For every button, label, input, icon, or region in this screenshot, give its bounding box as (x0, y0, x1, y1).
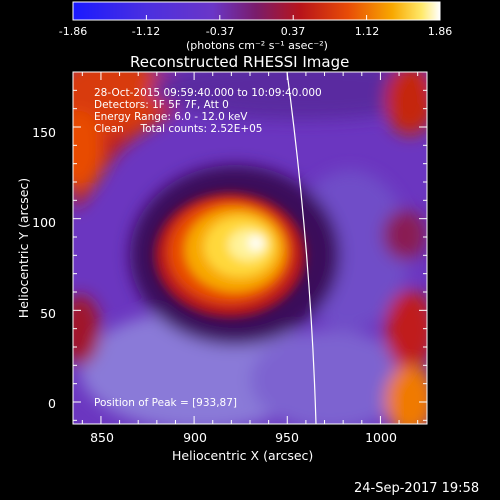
colorbar-tick-label: -1.86 (58, 25, 88, 38)
y-tick-label: 0 (48, 396, 56, 411)
plot-title: Reconstructed RHESSI Image (130, 53, 350, 71)
x-tick-label: 900 (183, 430, 207, 445)
y-axis-label: Heliocentric Y (arcsec) (15, 177, 31, 319)
info-energy-range: Energy Range: 6.0 - 12.0 keV (94, 111, 248, 123)
colorbar-tick-label: 0.37 (280, 25, 306, 38)
colorbar-unit-label: (photons cm⁻² s⁻¹ asec⁻²) (186, 39, 328, 52)
solar-limb (286, 72, 317, 424)
footer-timestamp: 24-Sep-2017 19:58 (354, 481, 480, 496)
colorbar-tick-label: -1.12 (131, 25, 161, 38)
axis-ticks (73, 72, 427, 424)
info-time-range: 28-Oct-2015 09:59:40.000 to 10:09:40.000 (94, 87, 322, 99)
rhessi-image (73, 72, 427, 424)
y-tick-label: 100 (32, 215, 56, 230)
colorbar (72, 1, 441, 21)
y-tick-label: 50 (40, 306, 56, 321)
peak-position-label: Position of Peak = [933,87] (94, 397, 238, 409)
y-tick-label: 150 (32, 125, 56, 140)
info-detectors: Detectors: 1F 5F 7F, Att 0 (94, 99, 229, 111)
colorbar-tick-label: -0.37 (205, 25, 235, 38)
x-tick-label: 1000 (365, 430, 397, 445)
info-clean-counts: Clean Total counts: 2.52E+05 (94, 123, 263, 135)
colorbar-tick-label: 1.12 (354, 25, 380, 38)
x-tick-label: 950 (275, 430, 299, 445)
colorbar-tick-label: 1.86 (427, 25, 453, 38)
x-tick-label: 850 (90, 430, 114, 445)
colorbar-ticks (72, 15, 441, 20)
x-axis-label: Heliocentric X (arcsec) (172, 448, 314, 463)
